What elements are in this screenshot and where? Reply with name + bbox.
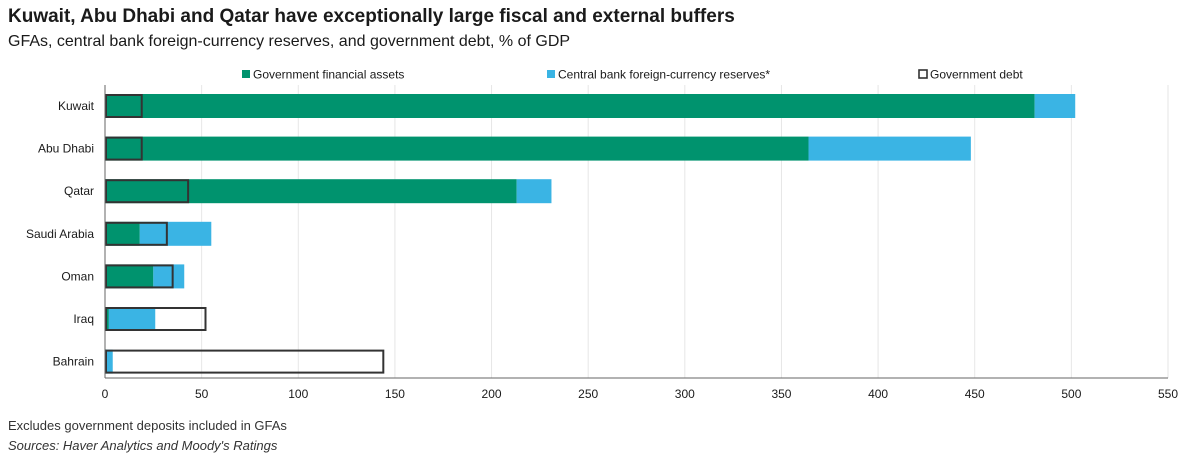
x-tick-label: 250 xyxy=(578,387,598,401)
x-tick-label: 200 xyxy=(482,387,502,401)
bar-gfa xyxy=(105,179,517,204)
x-tick-label: 100 xyxy=(288,387,308,401)
bar-debt-outline xyxy=(105,349,385,374)
legend-swatch-1 xyxy=(547,70,555,78)
x-tick-label: 50 xyxy=(195,387,209,401)
footnote: Excludes government deposits included in… xyxy=(8,418,287,433)
bar-reserves xyxy=(106,349,113,374)
x-tick-label: 500 xyxy=(1061,387,1081,401)
bar-reserves xyxy=(108,307,156,331)
bar-reserves xyxy=(153,264,185,289)
chart-subtitle: GFAs, central bank foreign-currency rese… xyxy=(8,33,571,50)
category-label: Kuwait xyxy=(58,99,95,113)
category-label: Abu Dhabi xyxy=(38,142,94,156)
legend-swatch-0 xyxy=(242,70,250,78)
chart-title: Kuwait, Abu Dhabi and Qatar have excepti… xyxy=(8,6,735,27)
category-label: Oman xyxy=(61,269,94,283)
x-tick-label: 450 xyxy=(965,387,985,401)
bar-reserves xyxy=(808,136,971,161)
legend-label-1: Central bank foreign-currency reserves* xyxy=(558,68,770,82)
bar-debt-outline xyxy=(105,179,190,204)
bar-reserves xyxy=(139,221,212,246)
x-tick-label: 150 xyxy=(385,387,405,401)
x-tick-label: 300 xyxy=(675,387,695,401)
bar-gfa xyxy=(105,136,809,161)
category-label: Bahrain xyxy=(53,355,94,369)
bar-debt-outline xyxy=(105,136,143,161)
x-tick-label: 550 xyxy=(1158,387,1178,401)
category-label: Iraq xyxy=(73,312,94,326)
bar-gfa xyxy=(105,94,1035,118)
x-tick-label: 350 xyxy=(771,387,791,401)
legend-swatch-2 xyxy=(918,69,928,79)
bar-debt-outline xyxy=(105,264,174,289)
legend-label-0: Government financial assets xyxy=(253,68,404,82)
bar-debt-outline xyxy=(105,221,168,246)
bar-reserves xyxy=(1034,94,1076,118)
category-label: Saudi Arabia xyxy=(26,227,94,241)
bar-gfa xyxy=(105,221,140,246)
x-tick-label: 400 xyxy=(868,387,888,401)
category-label: Qatar xyxy=(64,184,94,198)
bar-debt-outline xyxy=(105,94,143,118)
sources-note: Sources: Haver Analytics and Moody's Rat… xyxy=(8,438,278,453)
legend-label-2: Government debt xyxy=(930,68,1023,82)
bar-gfa xyxy=(105,264,154,289)
x-tick-label: 0 xyxy=(102,387,109,401)
bar-reserves xyxy=(516,179,552,204)
bar-debt-outline xyxy=(105,307,207,331)
